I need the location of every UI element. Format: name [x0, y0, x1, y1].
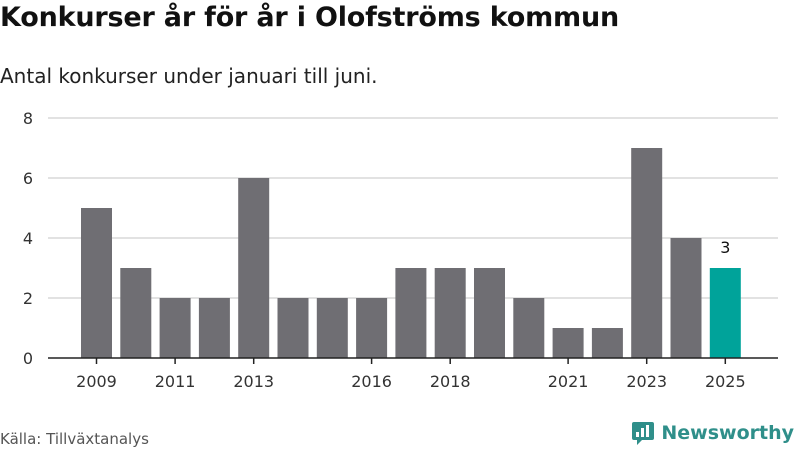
y-tick-label: 8	[23, 109, 33, 128]
y-axis-ticks: 0 2 4 6 8	[23, 109, 33, 368]
bar-2015	[316, 298, 348, 358]
bar-chart: 0 2 4 6 8 3 2009 2011 2013 2016 2018 2021 2023 2025	[23, 109, 778, 391]
brand-name: Newsworthy	[661, 422, 794, 444]
x-axis: 2009 2011 2013 2016 2018 2021 2023 2025	[48, 357, 778, 391]
bar-2013	[238, 178, 270, 358]
x-tick-label: 2021	[548, 372, 589, 391]
bar-2022	[591, 328, 623, 358]
bar-2025	[709, 268, 741, 358]
y-tick-label: 0	[23, 349, 33, 368]
y-tick-label: 4	[23, 229, 33, 248]
bar-2010	[120, 268, 152, 358]
source-note: Källa: Tillväxtanalys	[0, 430, 149, 448]
bar-chart-logo-icon	[632, 422, 655, 445]
bar-2024	[670, 238, 702, 358]
bar-2016	[356, 298, 388, 358]
bar-2017	[395, 268, 427, 358]
x-tick-label: 2013	[233, 372, 274, 391]
x-tick-label: 2016	[351, 372, 392, 391]
chart-title: Konkurser år för år i Olofströms kommun	[0, 2, 619, 33]
bars	[81, 148, 741, 358]
data-labels: 3	[720, 238, 730, 257]
bar-2009	[81, 208, 112, 358]
x-tick-label: 2011	[155, 372, 196, 391]
x-tick-label: 2009	[76, 372, 117, 391]
y-tick-label: 6	[23, 169, 33, 188]
chart-subtitle: Antal konkurser under januari till juni.	[0, 64, 378, 88]
y-tick-label: 2	[23, 289, 33, 308]
bar-2014	[277, 298, 309, 358]
bar-2018	[434, 268, 466, 358]
brand-logo[interactable]: Newsworthy	[631, 420, 794, 446]
bar-2020	[513, 298, 545, 358]
data-label-2025: 3	[720, 238, 730, 257]
bar-2011	[159, 298, 191, 358]
bar-2012	[198, 298, 230, 358]
x-tick-label: 2018	[430, 372, 471, 391]
x-tick-label: 2025	[705, 372, 746, 391]
bar-2021	[552, 328, 584, 358]
bar-2019	[474, 268, 505, 358]
x-tick-label: 2023	[626, 372, 667, 391]
bar-2023	[631, 148, 663, 358]
